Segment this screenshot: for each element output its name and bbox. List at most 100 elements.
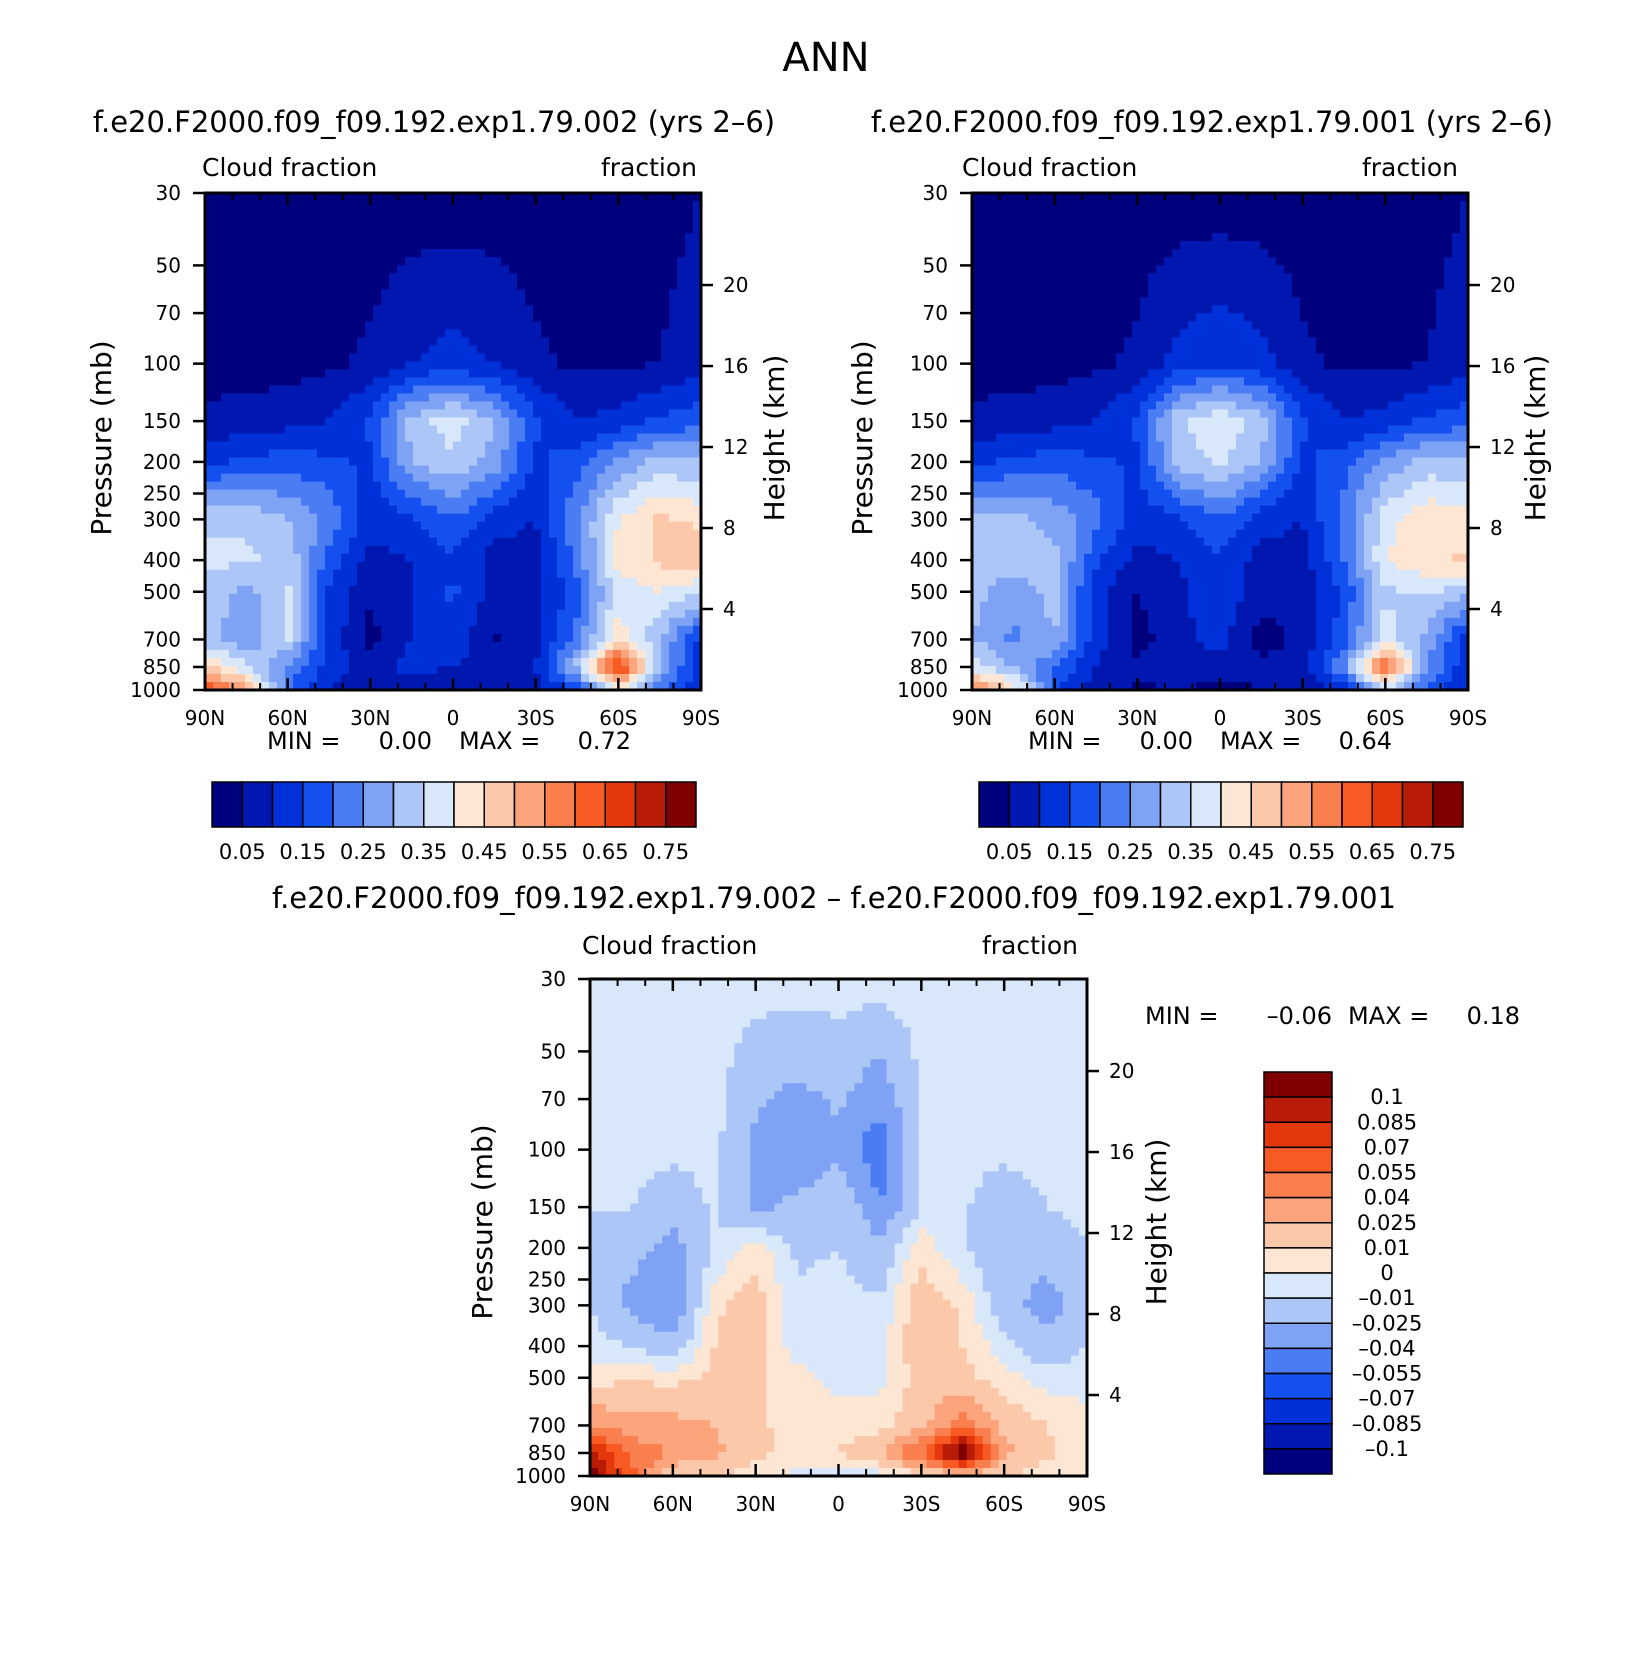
- contour-cell: [261, 505, 270, 515]
- contour-cell: [221, 449, 230, 459]
- contour-cell: [269, 497, 278, 507]
- contour-cell: [397, 465, 406, 475]
- contour-cell: [205, 465, 214, 475]
- contour-cell: [565, 553, 574, 563]
- contour-cell: [996, 649, 1005, 659]
- contour-cell: [453, 249, 462, 258]
- contour-cell: [245, 657, 254, 667]
- contour-cell: [661, 601, 670, 611]
- contour-cell: [637, 681, 646, 691]
- contour-cell: [317, 561, 326, 571]
- contour-cell: [1084, 665, 1093, 675]
- contour-cell: [461, 377, 470, 386]
- contour-cell: [437, 649, 446, 659]
- contour-cell: [972, 409, 981, 419]
- contour-cell: [469, 209, 478, 218]
- contour-cell: [1036, 417, 1045, 427]
- contour-cell: [261, 561, 270, 571]
- contour-cell: [669, 641, 678, 651]
- contour-cell: [341, 201, 350, 210]
- contour-cell: [1020, 209, 1029, 218]
- contour-cell: [229, 585, 238, 595]
- contour-cell: [1028, 249, 1037, 258]
- contour-cell: [1020, 681, 1029, 691]
- contour-cell: [613, 305, 622, 314]
- contour-cell: [693, 457, 702, 467]
- contour-cell: [589, 617, 598, 627]
- contour-cell: [621, 353, 630, 362]
- contour-cell: [1068, 265, 1077, 274]
- contour-cell: [517, 609, 526, 619]
- contour-cell: [509, 489, 518, 499]
- contour-cell: [349, 473, 358, 483]
- contour-cell: [293, 233, 302, 242]
- contour-cell: [549, 385, 558, 395]
- contour-cell: [597, 649, 606, 659]
- contour-cell: [301, 633, 310, 643]
- contour-cell: [261, 401, 270, 411]
- contour-cell: [325, 433, 334, 443]
- contour-cell: [509, 545, 518, 555]
- contour-cell: [645, 529, 654, 539]
- contour-cell: [429, 665, 438, 675]
- contour-cell: [1012, 569, 1021, 579]
- contour-cell: [453, 393, 462, 403]
- contour-cell: [589, 649, 598, 659]
- contour-cell: [517, 569, 526, 579]
- contour-cell: [573, 601, 582, 611]
- contour-cell: [381, 553, 390, 563]
- contour-cell: [645, 481, 654, 491]
- contour-cell: [541, 585, 550, 595]
- contour-cell: [1060, 625, 1069, 635]
- contour-cell: [309, 641, 318, 651]
- contour-cell: [301, 305, 310, 314]
- contour-cell: [461, 241, 470, 250]
- contour-cell: [605, 385, 614, 395]
- x-tick-label: 90N: [185, 706, 225, 730]
- contour-cell: [413, 433, 422, 443]
- contour-cell: [277, 409, 286, 419]
- contour-cell: [972, 521, 981, 531]
- contour-cell: [205, 673, 214, 683]
- contour-cell: [549, 369, 558, 378]
- contour-cell: [453, 497, 462, 507]
- contour-cell: [245, 209, 254, 218]
- contour-cell: [461, 481, 470, 491]
- contour-cell: [1020, 649, 1029, 659]
- contour-cell: [589, 505, 598, 515]
- contour-cell: [405, 593, 414, 603]
- contour-cell: [1020, 241, 1029, 250]
- contour-cell: [405, 465, 414, 475]
- contour-cell: [493, 497, 502, 507]
- contour-cell: [980, 457, 989, 467]
- contour-cell: [685, 241, 694, 250]
- contour-cell: [669, 465, 678, 475]
- contour-cell: [389, 329, 398, 338]
- contour-cell: [1028, 225, 1037, 234]
- contour-cell: [565, 321, 574, 330]
- contour-cell: [1068, 297, 1077, 306]
- contour-cell: [493, 553, 502, 563]
- contour-cell: [365, 433, 374, 443]
- contour-cell: [1068, 449, 1077, 459]
- contour-cell: [469, 369, 478, 378]
- pressure-tick-label: 850: [143, 655, 181, 679]
- contour-cell: [349, 257, 358, 266]
- contour-cell: [621, 193, 630, 202]
- contour-cell: [525, 633, 534, 643]
- contour-cell: [533, 289, 542, 298]
- contour-cell: [405, 417, 414, 427]
- contour-cell: [285, 569, 294, 579]
- contour-cell: [972, 481, 981, 491]
- contour-cell: [437, 489, 446, 499]
- panel-1-axes: 90N 60N 30N 0 30S 60S 90S305070100150200250300…: [130, 181, 748, 730]
- contour-cell: [421, 409, 430, 419]
- contour-cell: [581, 313, 590, 322]
- contour-cell: [429, 529, 438, 539]
- contour-cell: [413, 337, 422, 346]
- contour-cell: [245, 505, 254, 515]
- contour-cell: [629, 281, 638, 290]
- contour-cell: [389, 385, 398, 395]
- contour-cell: [509, 409, 518, 419]
- contour-cell: [972, 441, 981, 451]
